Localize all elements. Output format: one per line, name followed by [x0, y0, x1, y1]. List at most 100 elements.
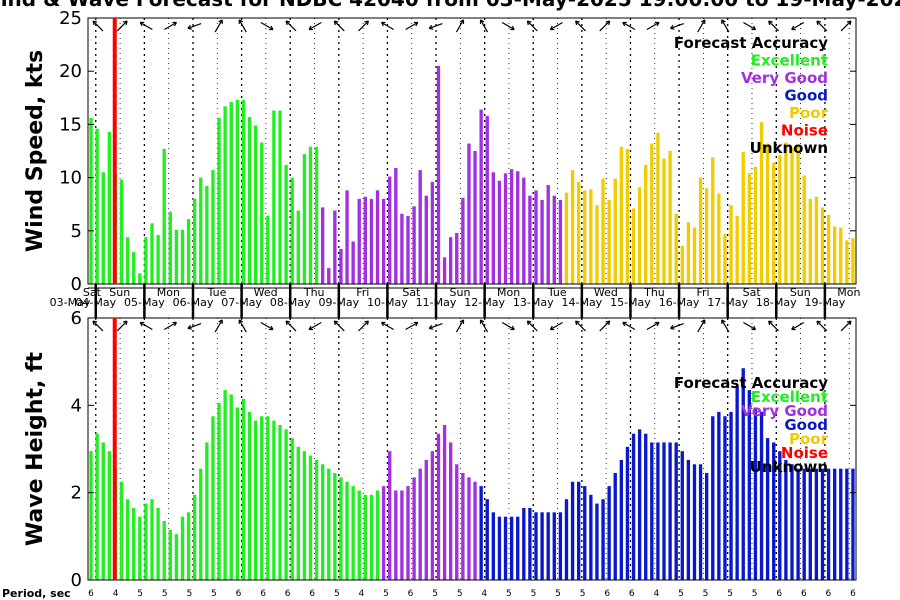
arrow-head: [622, 321, 627, 327]
bar: [839, 227, 843, 284]
bar: [418, 170, 422, 284]
bar: [180, 229, 185, 284]
bar: [674, 442, 678, 580]
bar: [290, 438, 294, 580]
arrow-head: [791, 325, 796, 331]
bar: [747, 390, 752, 580]
bar: [583, 190, 587, 284]
bar: [753, 407, 758, 580]
arrow-head: [428, 24, 434, 30]
bar: [473, 151, 477, 284]
arrow-head: [238, 19, 244, 24]
day-name: Tue: [547, 286, 567, 299]
bar: [406, 215, 410, 284]
direction-arrow: [622, 321, 636, 331]
bar: [674, 213, 678, 284]
bar: [784, 142, 788, 284]
bar: [235, 99, 240, 284]
y-tick-label: 6: [71, 308, 82, 329]
arrow-head: [549, 325, 555, 331]
bar: [516, 171, 520, 284]
arrow-head: [92, 320, 98, 326]
direction-arrow: [308, 321, 322, 331]
bar: [327, 268, 331, 284]
y-tick-label: 4: [71, 395, 82, 416]
direction-arrow: [308, 21, 322, 31]
period-value: 5: [162, 589, 168, 599]
arrow-head: [526, 20, 532, 26]
direction-arrow: [622, 21, 636, 31]
bar: [205, 186, 209, 284]
arrow-head: [526, 320, 532, 326]
bar: [138, 273, 142, 284]
direction-arrow: [697, 19, 706, 33]
arrow-head: [333, 320, 339, 326]
period-value: 5: [432, 589, 438, 599]
direction-arrow: [599, 320, 611, 332]
period-values: 6 4 5 5 5 5 6 6 6 6 5 4 5 6 5 5 4 5 5 5 5 6 6 4 5 5 5 5 6 6 6 6: [88, 589, 856, 599]
bar: [223, 106, 227, 284]
bar: [741, 368, 745, 580]
y-tick-label: 10: [59, 168, 82, 189]
bar: [625, 446, 630, 580]
bar: [644, 433, 648, 580]
period-value: 6: [309, 589, 315, 599]
bar: [229, 394, 233, 580]
bar: [772, 442, 776, 580]
bar: [442, 424, 447, 580]
period-value: 6: [826, 589, 832, 599]
wave-y-axis: 0 2 4 6: [71, 308, 856, 591]
direction-arrow: [260, 321, 274, 331]
direction-arrow: [238, 319, 247, 333]
direction-arrow: [139, 321, 153, 331]
direction-arrow: [526, 320, 538, 332]
bar: [430, 181, 435, 284]
bar: [266, 416, 270, 580]
bar: [765, 143, 770, 284]
bar: [753, 166, 758, 284]
bar: [546, 185, 550, 284]
bar: [601, 178, 605, 284]
legend-entry: Good: [784, 87, 828, 105]
legend-entry: Excellent: [751, 388, 828, 406]
direction-arrow: [768, 320, 779, 332]
bar: [772, 162, 776, 284]
arrow-head: [364, 320, 369, 326]
bar: [631, 208, 636, 284]
bar: [644, 164, 648, 284]
bar: [668, 442, 672, 580]
bar: [607, 199, 611, 284]
bar: [747, 173, 752, 284]
bar: [192, 494, 197, 580]
arrow-head: [655, 321, 660, 327]
arrow-head: [846, 20, 852, 26]
bar: [363, 196, 368, 284]
direction-arrow: [187, 23, 202, 29]
bar: [351, 486, 355, 580]
bar: [509, 516, 514, 580]
period-value: 5: [186, 589, 192, 599]
direction-arrow: [550, 321, 563, 331]
period-value: 6: [604, 589, 610, 599]
bar: [339, 248, 343, 284]
direction-arrow: [816, 20, 828, 32]
bar: [759, 122, 764, 284]
bar: [540, 199, 544, 284]
bar: [851, 468, 855, 580]
bar: [272, 420, 276, 580]
direction-arrow: [670, 323, 684, 329]
bar: [802, 175, 806, 284]
period-value: 5: [531, 589, 537, 599]
day-name: Sat: [743, 286, 762, 299]
bar: [704, 188, 709, 284]
bar: [723, 416, 727, 580]
bar: [107, 451, 112, 580]
arrow-head: [721, 319, 726, 324]
bar: [144, 503, 148, 580]
direction-arrow: [599, 20, 611, 32]
arrow-head: [218, 19, 223, 24]
arrow-head: [413, 21, 419, 27]
bar: [442, 257, 447, 284]
